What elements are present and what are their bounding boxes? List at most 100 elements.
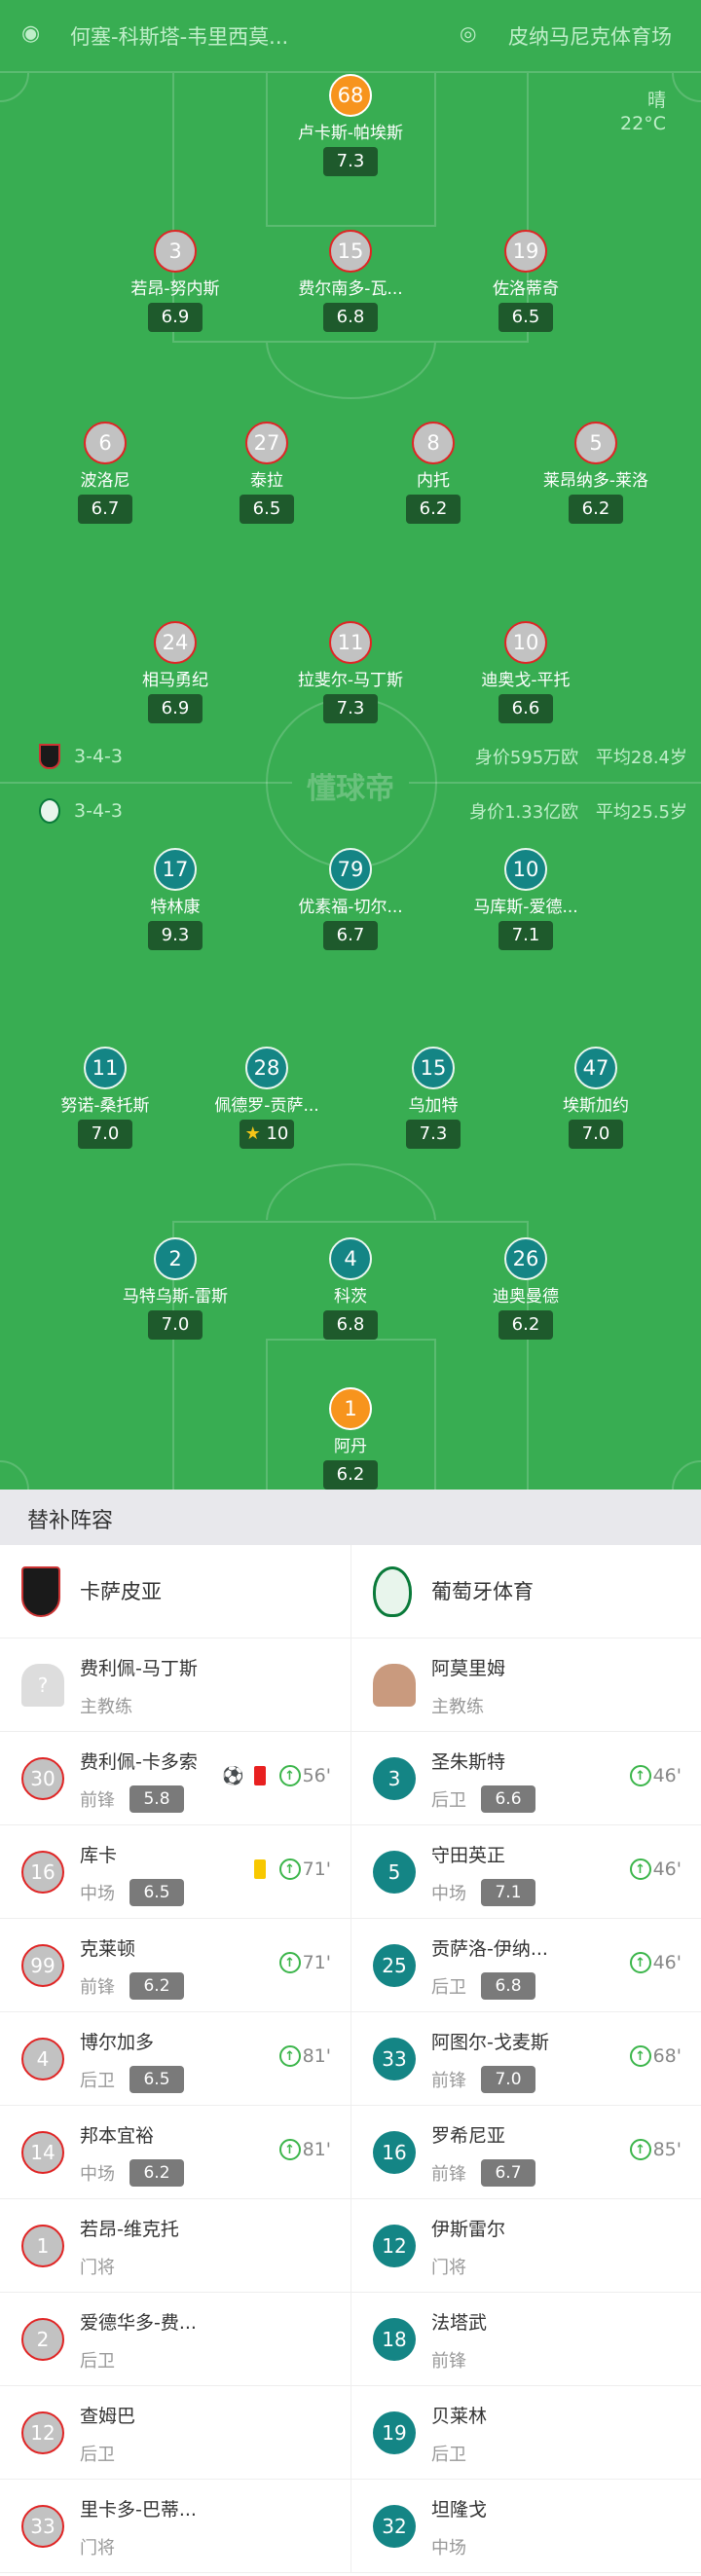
home-formation-label: 3-4-3 xyxy=(74,746,123,767)
away-team-header[interactable]: 葡萄牙体育 xyxy=(350,1545,701,1638)
player-rating: 6.2 xyxy=(323,1460,378,1490)
substitute-item[interactable]: 33 阿图尔-戈麦斯 前锋 7.0 ↑ 68' xyxy=(350,2012,701,2106)
away-formation-label: 3-4-3 xyxy=(74,800,123,822)
player-rating: 7.3 xyxy=(323,694,378,723)
sub-in-indicator: ↑ 68' xyxy=(629,2045,682,2067)
substitute-item[interactable]: 12 伊斯雷尔 门将 xyxy=(350,2199,701,2293)
player-marker[interactable]: 26 迪奥曼德 6.2 xyxy=(443,1237,609,1340)
player-position: 后卫 xyxy=(431,2445,466,2465)
player-marker[interactable]: 11 努诺-桑托斯 7.0 xyxy=(22,1047,188,1149)
shirt-number: 16 xyxy=(21,1851,64,1894)
player-rating: 7.0 xyxy=(569,1120,623,1149)
player-name: 科茨 xyxy=(334,1287,367,1306)
player-marker[interactable]: 1 阿丹 6.2 xyxy=(268,1387,433,1490)
substitute-item[interactable]: 32 坦隆戈 中场 xyxy=(350,2480,701,2573)
player-marker[interactable]: 4 科茨 6.8 xyxy=(268,1237,433,1340)
player-marker[interactable]: 17 特林康 9.3 xyxy=(92,848,258,950)
shirt-number: 8 xyxy=(412,422,455,464)
player-name: 罗希尼亚 xyxy=(431,2125,506,2147)
substitute-row: 14 邦本宜裕 中场 6.2 ↑ 81' 16 罗希尼亚 前锋 6.7 ↑ 85' xyxy=(0,2106,701,2199)
player-rating: 6.5 xyxy=(498,303,553,332)
top-goal-area xyxy=(266,71,436,227)
shirt-number: 3 xyxy=(373,1757,416,1800)
sub-in-indicator: ↑ 71' xyxy=(278,1952,331,1973)
player-position: 中场 xyxy=(431,2538,466,2558)
shirt-number: 10 xyxy=(504,848,547,891)
player-marker[interactable]: 15 乌加特 7.3 xyxy=(350,1047,516,1149)
substitute-item[interactable]: 14 邦本宜裕 中场 6.2 ↑ 81' xyxy=(0,2106,350,2199)
player-rating: 6.6 xyxy=(481,1785,535,1813)
rating-value: 6.5 xyxy=(252,498,281,519)
rating-value: 9.3 xyxy=(161,925,190,945)
substitute-item[interactable]: 25 贡萨洛-伊纳... 后卫 6.8 ↑ 46' xyxy=(350,1919,701,2012)
player-rating: 7.0 xyxy=(78,1120,132,1149)
shirt-number: 10 xyxy=(504,621,547,664)
player-name: 克莱顿 xyxy=(80,1938,136,1960)
home-stats: 身价595万欧 平均28.4岁 xyxy=(475,744,687,769)
home-coach-name: 费利佩-马丁斯 xyxy=(80,1658,198,1679)
casa-pia-crest-icon xyxy=(21,1566,60,1617)
home-coach[interactable]: ? 费利佩-马丁斯 主教练 xyxy=(0,1638,350,1732)
rating-value: 7.3 xyxy=(336,151,365,171)
substitute-item[interactable]: 33 里卡多-巴蒂... 门将 xyxy=(0,2480,350,2573)
player-marker[interactable]: 68 卢卡斯-帕埃斯 7.3 xyxy=(268,74,433,176)
shirt-number: 19 xyxy=(373,2411,416,2454)
substitute-item[interactable]: 19 贝莱林 后卫 xyxy=(350,2386,701,2480)
substitute-item[interactable]: 5 守田英正 中场 7.1 ↑ 46' xyxy=(350,1825,701,1919)
player-rating: ★ 10 xyxy=(239,1120,295,1149)
sub-in-time: 46' xyxy=(652,1858,682,1880)
substitute-item[interactable]: 12 查姆巴 后卫 xyxy=(0,2386,350,2480)
shirt-number: 25 xyxy=(373,1944,416,1987)
player-position: 后卫 xyxy=(431,1977,466,1998)
substitute-item[interactable]: 4 博尔加多 后卫 6.5 ↑ 81' xyxy=(0,2012,350,2106)
sub-in-time: 68' xyxy=(652,2045,682,2067)
shirt-number: 1 xyxy=(329,1387,372,1430)
shirt-number: 68 xyxy=(329,74,372,117)
player-name: 佩德罗-贡萨... xyxy=(214,1096,319,1116)
player-marker[interactable]: 6 波洛尼 6.7 xyxy=(22,422,188,524)
player-marker[interactable]: 27 泰拉 6.5 xyxy=(184,422,350,524)
sporting-crest-icon xyxy=(373,1566,412,1617)
player-marker[interactable]: 15 费尔南多-瓦... 6.8 xyxy=(268,230,433,332)
substitute-item[interactable]: 16 罗希尼亚 前锋 6.7 ↑ 85' xyxy=(350,2106,701,2199)
player-marker[interactable]: 10 迪奥戈-平托 6.6 xyxy=(443,621,609,723)
home-team-header[interactable]: 卡萨皮亚 xyxy=(0,1545,350,1638)
player-name: 博尔加多 xyxy=(80,2032,155,2053)
player-rating: 6.5 xyxy=(240,495,294,524)
player-name: 贡萨洛-伊纳... xyxy=(431,1938,548,1960)
rating-value: 6.9 xyxy=(161,307,190,327)
sub-in-arrow-icon: ↑ xyxy=(278,2139,301,2160)
goal-icon: ⚽ xyxy=(222,1765,244,1786)
sub-in-arrow-icon: ↑ xyxy=(278,2045,301,2067)
sporting-crest-icon xyxy=(39,798,60,824)
player-marker[interactable]: 24 相马勇纪 6.9 xyxy=(92,621,258,723)
rating-value: 6.5 xyxy=(511,307,540,327)
substitute-row: 1 若昂-维克托 门将 12 伊斯雷尔 门将 xyxy=(0,2199,701,2293)
rating-value: 6.7 xyxy=(91,498,120,519)
substitute-item[interactable]: 18 法塔武 前锋 xyxy=(350,2293,701,2386)
player-marker[interactable]: 8 内托 6.2 xyxy=(350,422,516,524)
sub-in-time: 81' xyxy=(302,2139,331,2160)
player-marker[interactable]: 5 莱昂纳多-莱洛 6.2 xyxy=(513,422,679,524)
shirt-number: 33 xyxy=(21,2505,64,2548)
player-marker[interactable]: 10 马库斯-爱德... 7.1 xyxy=(443,848,609,950)
player-marker[interactable]: 19 佐洛蒂奇 6.5 xyxy=(443,230,609,332)
player-marker[interactable]: 79 优素福-切尔... 6.7 xyxy=(268,848,433,950)
substitute-item[interactable]: 16 库卡 中场 6.5 ↑ 71' xyxy=(0,1825,350,1919)
player-marker[interactable]: 2 马特乌斯-雷斯 7.0 xyxy=(92,1237,258,1340)
substitute-item[interactable]: 30 费利佩-卡多索 前锋 5.8 ⚽ ↑ 56' xyxy=(0,1732,350,1825)
substitute-item[interactable]: 3 圣朱斯特 后卫 6.6 ↑ 46' xyxy=(350,1732,701,1825)
sub-in-arrow-icon: ↑ xyxy=(278,1765,301,1786)
player-marker[interactable]: 3 若昂-努内斯 6.9 xyxy=(92,230,258,332)
player-rating: 6.9 xyxy=(148,694,203,723)
away-coach[interactable]: 阿莫里姆 主教练 xyxy=(350,1638,701,1732)
player-marker[interactable]: 11 拉斐尔-马丁斯 7.3 xyxy=(268,621,433,723)
player-marker[interactable]: 28 佩德罗-贡萨... ★ 10 xyxy=(184,1047,350,1149)
substitute-item[interactable]: 2 爱德华多-费... 后卫 xyxy=(0,2293,350,2386)
substitute-item[interactable]: 1 若昂-维克托 门将 xyxy=(0,2199,350,2293)
player-rating: 6.2 xyxy=(406,495,461,524)
player-marker[interactable]: 47 埃斯加约 7.0 xyxy=(513,1047,679,1149)
player-position: 后卫 xyxy=(80,2445,115,2465)
player-name: 若昂-努内斯 xyxy=(130,279,220,299)
substitute-item[interactable]: 99 克莱顿 前锋 6.2 ↑ 71' xyxy=(0,1919,350,2012)
